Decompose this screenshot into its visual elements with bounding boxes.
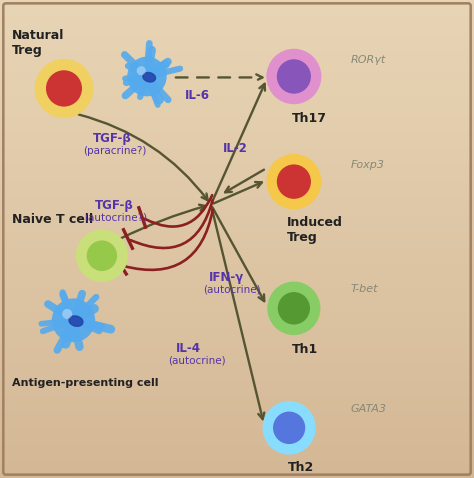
Ellipse shape [143, 73, 155, 82]
Circle shape [278, 292, 310, 325]
Text: IFN-γ: IFN-γ [209, 271, 244, 284]
Text: (paracrine?): (paracrine?) [83, 146, 146, 155]
Text: IL-2: IL-2 [223, 141, 247, 155]
Circle shape [267, 282, 320, 335]
Ellipse shape [69, 316, 83, 326]
Circle shape [263, 401, 316, 455]
Text: Natural
Treg: Natural Treg [12, 29, 64, 57]
Circle shape [127, 56, 167, 97]
Text: Foxp3: Foxp3 [351, 160, 385, 170]
Text: Th17: Th17 [292, 112, 327, 125]
Circle shape [266, 49, 321, 104]
Text: Th1: Th1 [292, 343, 318, 356]
Text: TGF-β: TGF-β [95, 199, 134, 212]
Text: Naive T cell: Naive T cell [12, 213, 93, 226]
Text: (autocrine): (autocrine) [168, 356, 226, 366]
Text: T-bet: T-bet [351, 284, 378, 294]
Circle shape [87, 240, 117, 271]
Circle shape [35, 59, 93, 118]
Text: RORγt: RORγt [351, 55, 386, 65]
Circle shape [52, 298, 95, 342]
Text: Antigen-presenting cell: Antigen-presenting cell [12, 378, 158, 388]
Text: Th2: Th2 [288, 461, 314, 474]
Circle shape [46, 70, 82, 107]
Text: IL-4: IL-4 [175, 342, 201, 356]
Text: GATA3: GATA3 [351, 404, 387, 413]
Circle shape [277, 164, 311, 199]
Text: (autocrine): (autocrine) [203, 284, 261, 294]
Circle shape [62, 309, 72, 319]
Circle shape [277, 59, 311, 94]
Circle shape [266, 154, 321, 209]
Text: Induced
Treg: Induced Treg [287, 216, 343, 244]
Text: TGF-β: TGF-β [92, 132, 131, 145]
Text: IL-6: IL-6 [185, 89, 210, 102]
Circle shape [76, 229, 128, 282]
Text: (autocrine?): (autocrine?) [84, 213, 147, 222]
Circle shape [137, 66, 146, 76]
Circle shape [273, 412, 305, 444]
